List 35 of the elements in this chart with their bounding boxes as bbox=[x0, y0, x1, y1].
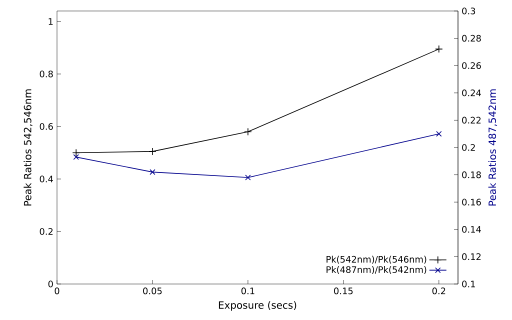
point bbox=[73, 154, 79, 160]
y2-tick-label: 0.24 bbox=[462, 90, 481, 96]
point bbox=[436, 130, 442, 137]
y2-tick-label: 0.12 bbox=[462, 253, 481, 260]
legend-label: Pk(487nm)/Pk(542nm) bbox=[326, 266, 426, 274]
y2-tick-label: 0.22 bbox=[462, 116, 481, 124]
y2-tick-label: 0.14 bbox=[462, 226, 481, 233]
legend-label: Pk(542nm)/Pk(546nm) bbox=[326, 256, 426, 264]
y-tick-label: 0.4 bbox=[40, 176, 53, 182]
x-axis-title: Exposure (secs) bbox=[218, 301, 296, 311]
y2-tick-label: 0.1 bbox=[462, 280, 475, 288]
y-tick-label: 0.8 bbox=[40, 70, 53, 78]
y2-tick-label: 0.26 bbox=[462, 62, 481, 69]
x-tick-label: 0.1 bbox=[241, 288, 254, 294]
y-tick-label: 1 bbox=[48, 18, 53, 25]
x-tick-label: 0.2 bbox=[432, 288, 446, 294]
y2-tick-label: 0.3 bbox=[462, 8, 476, 14]
point bbox=[245, 174, 251, 180]
point bbox=[244, 128, 252, 136]
x-tick-label: 0.05 bbox=[143, 288, 162, 294]
x-tick-label: 0.15 bbox=[334, 288, 353, 294]
y-tick-label: 0 bbox=[48, 280, 53, 288]
point bbox=[150, 169, 156, 175]
y-tick-label: 0.6 bbox=[40, 123, 53, 130]
x-tick-label: 0 bbox=[54, 288, 60, 294]
point bbox=[435, 45, 443, 53]
y-axis-title: Peak Ratios 542,546nm bbox=[24, 89, 32, 206]
point bbox=[148, 148, 156, 156]
point bbox=[72, 148, 80, 157]
y2-tick-label: 0.28 bbox=[462, 34, 481, 42]
y-tick-label: 0.2 bbox=[40, 228, 53, 235]
y2-axis-title: Peak Ratios 487,542nm bbox=[488, 89, 498, 206]
y2-tick-label: 0.16 bbox=[462, 198, 481, 206]
y2-tick-label: 0.2 bbox=[462, 144, 475, 151]
y2-tick-label: 0.18 bbox=[462, 171, 481, 178]
